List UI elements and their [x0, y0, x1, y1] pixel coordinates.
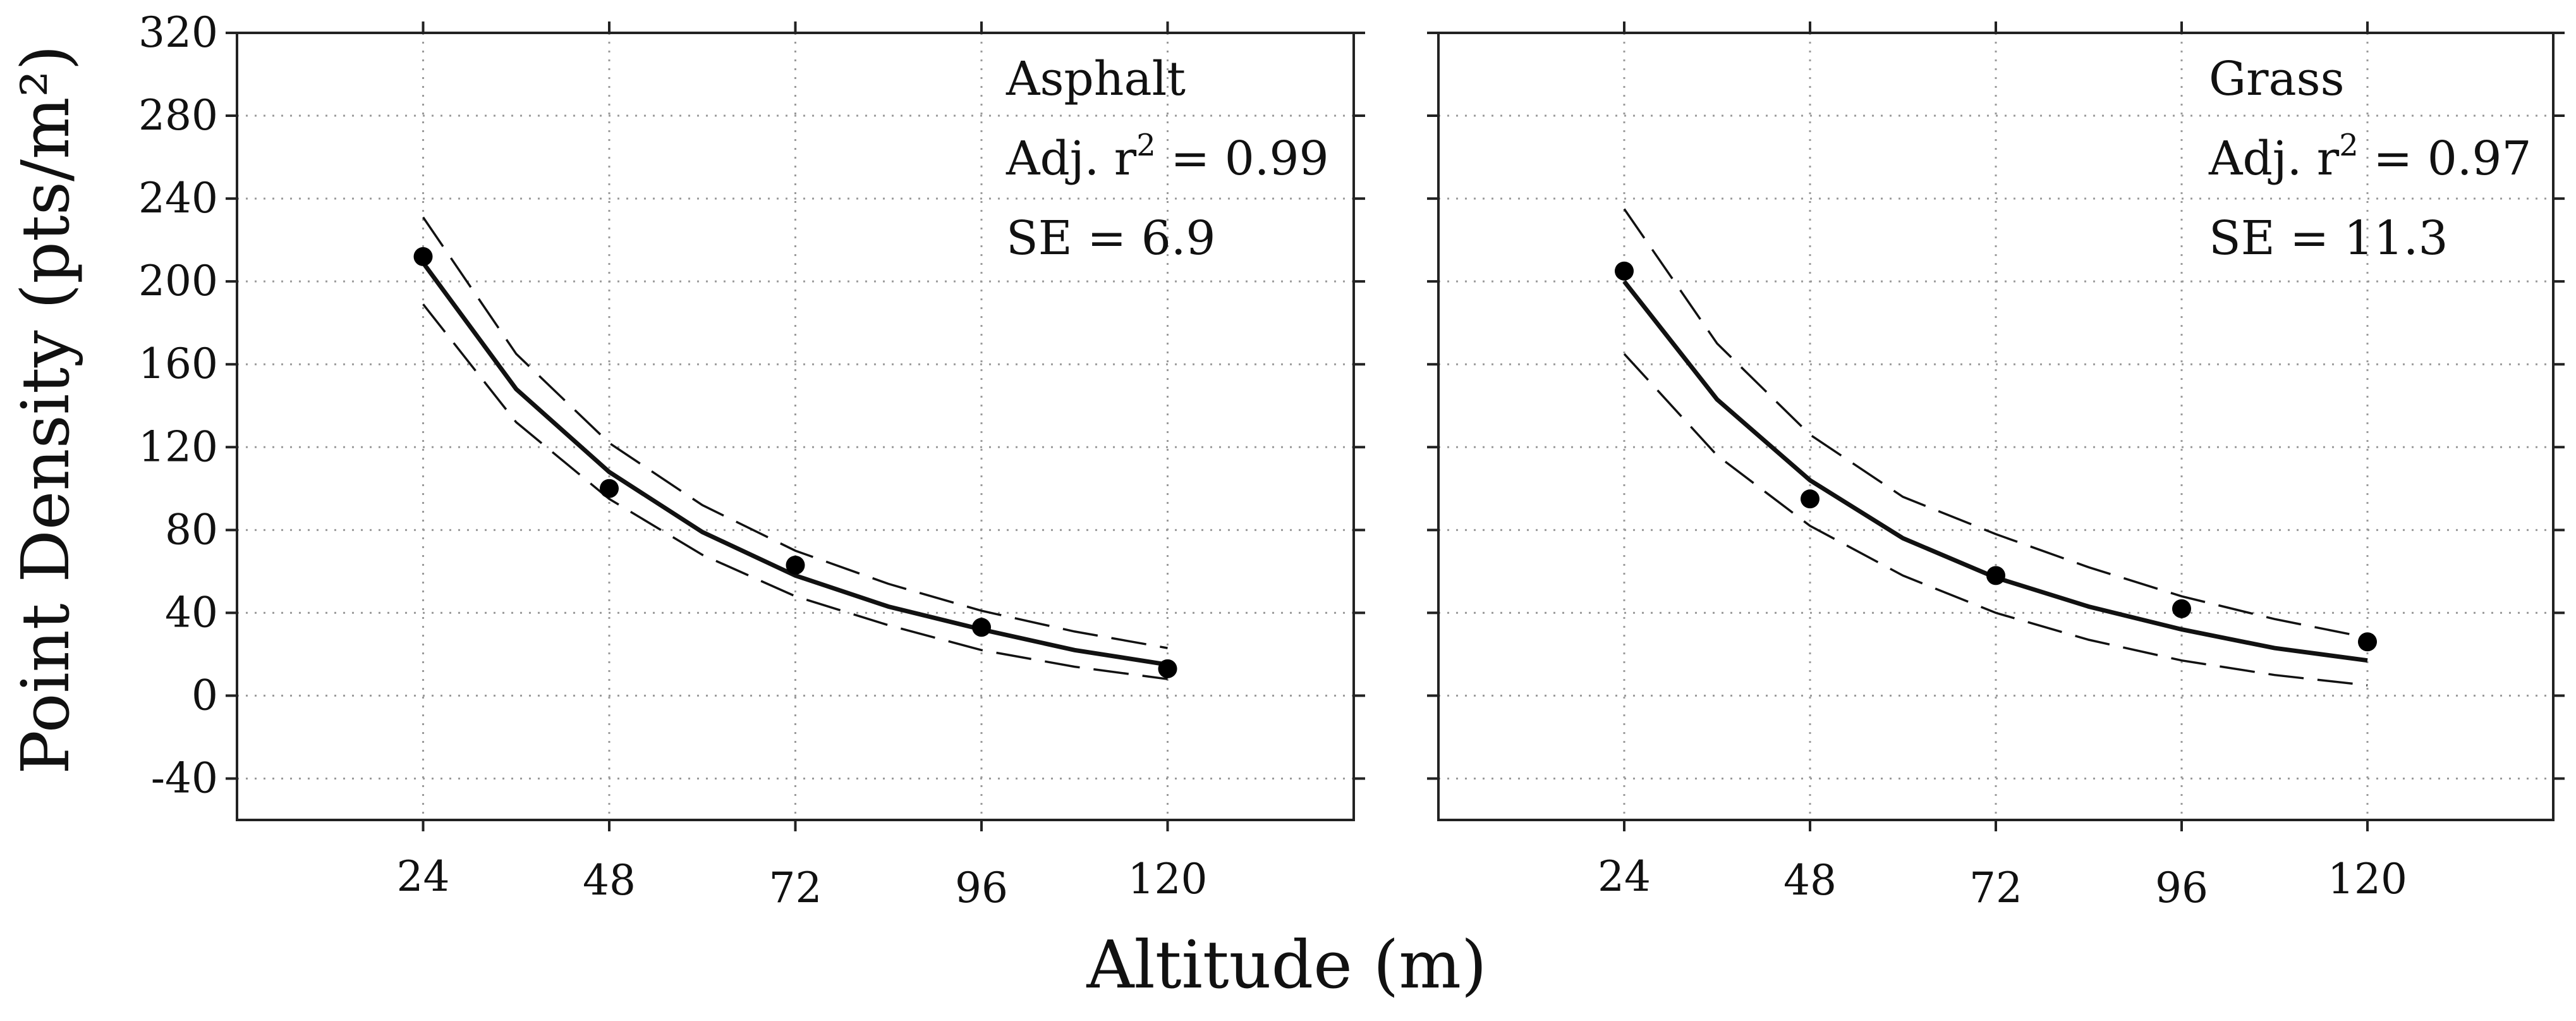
- data-point: [786, 556, 805, 575]
- panel-asphalt: -40 0 40 80 120 160 200 240 280 320 24 48 72 96 120 Asp…: [138, 8, 1365, 912]
- annotation-r2-value: = 0.99: [1156, 131, 1329, 186]
- x-tick-label: 96: [955, 864, 1008, 912]
- data-point: [1801, 489, 1820, 509]
- x-tick-label: 48: [1783, 856, 1837, 905]
- annotation-surface: Asphalt: [1005, 52, 1186, 106]
- x-axis-title: Altitude (m): [1086, 926, 1486, 1003]
- y-tick-label: 0: [191, 671, 218, 719]
- y-tick-label: 120: [138, 422, 218, 471]
- y-tick-label: 200: [138, 257, 218, 305]
- data-point: [2358, 632, 2377, 652]
- data-point: [600, 479, 619, 498]
- annotation-se: SE = 6.9: [1006, 211, 1215, 266]
- data-point: [413, 247, 433, 266]
- y-tick-label: 240: [138, 174, 218, 223]
- annotation-r2-superscript: 2: [1136, 128, 1156, 163]
- x-tick-label: 120: [1128, 855, 1208, 903]
- y-tick-label: 40: [165, 588, 218, 637]
- x-tick-label: 48: [583, 856, 636, 905]
- data-point: [972, 618, 991, 637]
- annotation-r2-prefix: Adj. r: [1005, 131, 1137, 186]
- annotation-surface: Grass: [2209, 52, 2345, 106]
- x-tick-label: 24: [397, 852, 450, 901]
- annotation-r2: Adj. r2 = 0.97: [2208, 128, 2532, 186]
- data-point: [1158, 659, 1177, 678]
- ci-upper-line: [1623, 208, 2368, 639]
- data-point: [1986, 566, 2005, 585]
- x-tick-label: 72: [769, 864, 822, 912]
- annotation-r2-superscript: 2: [2339, 128, 2359, 163]
- x-tick-label: 120: [2328, 855, 2407, 903]
- data-point: [2172, 599, 2191, 618]
- y-axis-title: Point Density (pts/m²): [7, 45, 84, 774]
- y-tick-label: -40: [151, 754, 218, 802]
- ci-lower-line: [1623, 353, 2368, 687]
- annotation-r2: Adj. r2 = 0.99: [1005, 128, 1329, 186]
- x-tick-label: 24: [1598, 852, 1651, 901]
- y-tick-label: 160: [138, 339, 218, 388]
- x-tick-label: 96: [2155, 864, 2208, 912]
- data-point: [1615, 261, 1634, 281]
- panel-grass: 24 48 72 96 120 Grass Adj. r2 = 0.97 SE = 11.3: [1427, 21, 2565, 912]
- fit-line: [1622, 280, 2368, 663]
- y-tick-label: 80: [165, 505, 218, 554]
- y-tick-label: 320: [138, 8, 218, 57]
- annotation-se: SE = 11.3: [2209, 211, 2448, 266]
- x-tick-label: 72: [1969, 864, 2022, 912]
- y-tick-label: 280: [138, 91, 218, 140]
- annotation-r2-prefix: Adj. r: [2208, 131, 2340, 186]
- ci-upper-line: [422, 216, 1168, 649]
- fit-line: [421, 261, 1169, 667]
- annotation-r2-value: = 0.97: [2359, 131, 2532, 186]
